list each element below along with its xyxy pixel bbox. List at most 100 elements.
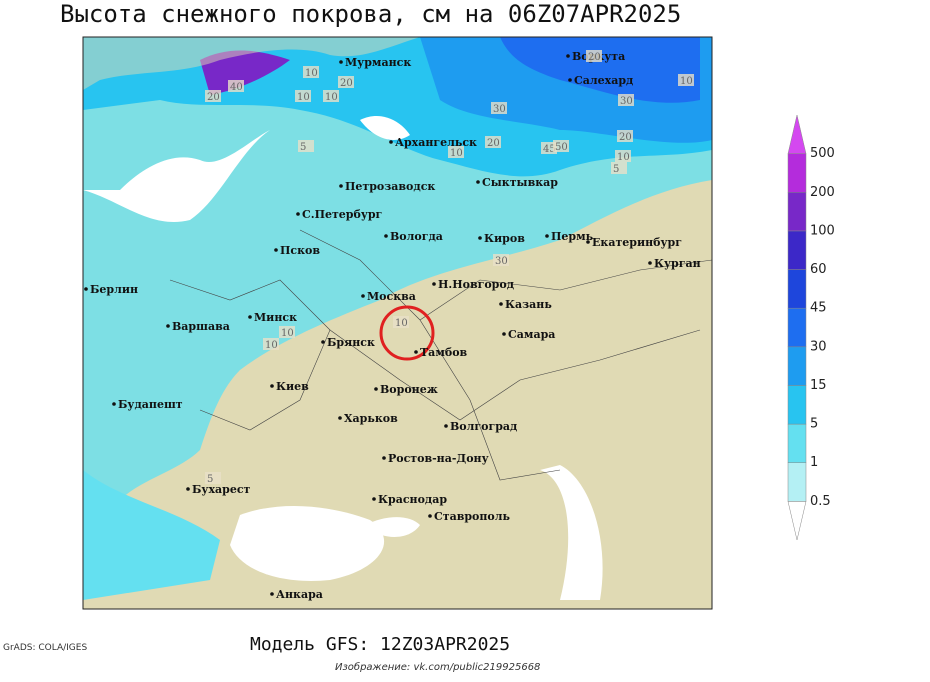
snow-label-box xyxy=(493,254,509,266)
snow-depth-label: 10 xyxy=(450,148,463,159)
city-label: Москва xyxy=(367,290,416,303)
colorbar-segment xyxy=(787,307,807,348)
snow-depth-label: 5 xyxy=(613,164,619,175)
colorbar-segment xyxy=(787,346,807,386)
colorbar-segment xyxy=(787,462,807,502)
colorbar-label: 15 xyxy=(810,378,827,393)
city-dot xyxy=(84,287,88,291)
city-dot xyxy=(586,240,590,244)
city-dot xyxy=(648,261,652,265)
city-label: Курган xyxy=(654,257,701,270)
city-label: Архангельск xyxy=(395,136,477,149)
snow-depth-label: 10 xyxy=(305,68,318,79)
snow-depth-label: 10 xyxy=(265,340,278,351)
city-dot xyxy=(112,402,116,406)
city-dot xyxy=(372,497,376,501)
snow-label-box xyxy=(586,50,602,62)
city-dot xyxy=(502,332,506,336)
city-dot xyxy=(382,456,386,460)
city-label: Брянск xyxy=(327,336,375,349)
city-dot xyxy=(499,302,503,306)
city-label: Казань xyxy=(505,298,552,311)
city-dot xyxy=(339,60,343,64)
colorbar-segment xyxy=(787,230,807,270)
city-label: Бухарест xyxy=(192,483,251,496)
city-label: Будапешт xyxy=(118,398,183,411)
snow-depth-label: 30 xyxy=(495,256,508,267)
city-label: Екатеринбург xyxy=(592,236,682,249)
city-label: Вологда xyxy=(390,230,443,243)
city-label: Волгоград xyxy=(450,420,517,433)
city-dot xyxy=(270,384,274,388)
colorbar-segment xyxy=(787,269,807,309)
snow-depth-label: 10 xyxy=(297,92,310,103)
snow-depth-label: 20 xyxy=(619,132,632,143)
snow-label-box xyxy=(448,146,464,158)
colorbar-label: 100 xyxy=(810,223,835,238)
map-frame xyxy=(82,36,713,610)
snow-depth-label: 20 xyxy=(588,52,601,63)
colorbar-label: 200 xyxy=(810,185,835,200)
city-label: С.Петербург xyxy=(302,208,383,221)
city-label: Воронеж xyxy=(380,383,438,396)
city-dot xyxy=(321,340,325,344)
city-label: Н.Новгород xyxy=(438,278,514,291)
city-label: Петрозаводск xyxy=(345,180,435,193)
city-dot xyxy=(545,234,549,238)
city-dot xyxy=(389,140,393,144)
snow-depth-label: 10 xyxy=(281,328,294,339)
city-label: Ставрополь xyxy=(434,510,511,523)
city-label: Сыктывкар xyxy=(482,176,558,189)
city-dot xyxy=(432,282,436,286)
snow-label-box xyxy=(618,94,634,106)
city-dot xyxy=(270,592,274,596)
snow-label-box xyxy=(205,90,221,102)
city-dot xyxy=(478,236,482,240)
city-label: Киров xyxy=(484,232,525,245)
image-credit: Изображение: vk.com/public219925668 xyxy=(335,661,540,673)
city-label: Самара xyxy=(508,328,555,341)
map: МурманскАрхангельскВоркутаСалехардПетроз… xyxy=(83,37,712,609)
city-dot xyxy=(428,514,432,518)
snow-label-box xyxy=(485,136,501,148)
city-label: Пермь xyxy=(551,230,594,243)
snow-label-box xyxy=(393,316,409,328)
city-label: Псков xyxy=(280,244,320,257)
snow-label-box xyxy=(298,140,314,152)
colorbar-segment xyxy=(787,153,807,193)
city-dot xyxy=(339,184,343,188)
snow-label-box xyxy=(205,472,221,484)
city-dot xyxy=(384,234,388,238)
city-label: Ростов-на-Дону xyxy=(388,452,489,465)
city-label: Анкара xyxy=(276,588,323,601)
city-dot xyxy=(374,387,378,391)
city-dot xyxy=(248,315,252,319)
model-label: Модель GFS: 12Z03APR2025 xyxy=(250,634,510,655)
snow-depth-label: 20 xyxy=(340,78,353,89)
city-label: Берлин xyxy=(90,283,138,296)
snow-label-box xyxy=(491,102,507,114)
snow-label-box xyxy=(615,150,631,162)
city-label: Краснодар xyxy=(378,493,447,506)
city-dot xyxy=(166,324,170,328)
city-label: Харьков xyxy=(344,412,398,425)
city-dot xyxy=(296,212,300,216)
city-label: Варшава xyxy=(172,320,230,333)
city-dot xyxy=(274,248,278,252)
snow-depth-label: 20 xyxy=(487,138,500,149)
colorbar-segment xyxy=(787,192,807,232)
city-label: Тамбов xyxy=(420,346,468,359)
snow-depth-label: 10 xyxy=(680,76,693,87)
city-label: Мурманск xyxy=(345,56,411,69)
city-dot xyxy=(444,424,448,428)
snow-label-box xyxy=(263,338,279,350)
colorbar-label: 1 xyxy=(810,455,818,470)
snow-depth-label: 5 xyxy=(207,474,213,485)
colorbar-segment xyxy=(787,423,807,463)
city-dot xyxy=(568,78,572,82)
colorbar-label: 45 xyxy=(810,301,827,316)
city-label: Минск xyxy=(254,311,297,324)
city-dot xyxy=(338,416,342,420)
snow-label-box xyxy=(678,74,694,86)
